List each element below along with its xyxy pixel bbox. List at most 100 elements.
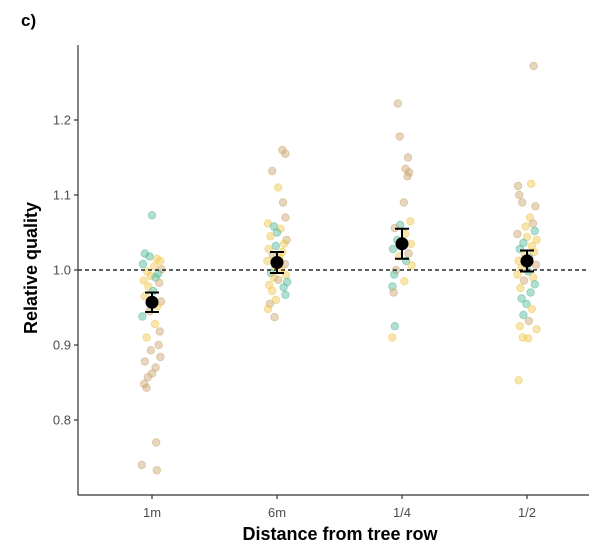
y-tick-label: 0.8 xyxy=(53,413,71,428)
data-point xyxy=(279,283,288,292)
x-tick-label: 6m xyxy=(268,505,286,520)
x-tick-label: 1m xyxy=(143,505,161,520)
data-point xyxy=(406,217,415,226)
data-point xyxy=(527,304,536,314)
data-point xyxy=(527,179,536,188)
data-point xyxy=(266,232,275,241)
data-point xyxy=(154,340,163,350)
data-point xyxy=(531,202,540,211)
data-point xyxy=(281,290,290,299)
data-point xyxy=(389,288,398,297)
data-point xyxy=(524,334,533,343)
data-point xyxy=(522,299,531,308)
data-point xyxy=(393,99,402,108)
y-tick-label: 0.9 xyxy=(53,338,71,353)
data-point xyxy=(152,466,161,475)
data-point xyxy=(516,283,525,293)
data-point xyxy=(388,333,397,342)
data-point xyxy=(263,256,272,266)
data-point xyxy=(274,275,283,284)
data-point xyxy=(147,211,157,220)
data-point xyxy=(517,294,526,303)
data-point xyxy=(518,198,527,207)
data-point xyxy=(151,438,161,447)
data-point xyxy=(390,270,399,279)
data-point xyxy=(138,259,148,269)
data-point xyxy=(150,319,160,329)
data-point xyxy=(270,313,279,322)
y-axis-title: Relative quality xyxy=(21,202,41,334)
data-point xyxy=(142,383,151,392)
data-point xyxy=(268,286,277,296)
mean-errorbar xyxy=(270,251,284,274)
data-point xyxy=(156,256,165,266)
data-point xyxy=(513,181,523,191)
data-point xyxy=(274,183,283,192)
data-point xyxy=(519,310,528,320)
mean-errorbar xyxy=(395,227,409,260)
data-point xyxy=(400,277,409,286)
data-point xyxy=(140,357,149,366)
data-point xyxy=(515,190,524,200)
data-point xyxy=(526,288,535,297)
data-point xyxy=(148,286,158,296)
axes: 0.8 0.9 1.0 1.1 1.2 1m 6m 1/4 1/2 xyxy=(53,45,589,520)
x-tick-label: 1/4 xyxy=(393,505,411,520)
data-point xyxy=(139,276,148,285)
data-point xyxy=(271,241,280,251)
data-point xyxy=(156,352,165,362)
data-point xyxy=(138,312,147,321)
data-point xyxy=(513,229,522,239)
data-point xyxy=(140,292,149,301)
data-point xyxy=(407,261,416,270)
data-point xyxy=(403,153,413,162)
data-point xyxy=(515,322,524,331)
data-point xyxy=(519,238,528,248)
data-point xyxy=(263,304,273,314)
data-point xyxy=(140,249,149,258)
mean-point xyxy=(520,254,534,268)
data-point xyxy=(528,273,538,282)
x-ticks: 1m 6m 1/4 1/2 xyxy=(143,495,536,520)
data-point xyxy=(281,149,290,158)
y-tick-label: 1.2 xyxy=(53,113,71,128)
data-point xyxy=(281,271,291,280)
mean-point xyxy=(395,237,409,251)
mean-errorbar xyxy=(520,249,534,273)
data-point xyxy=(513,270,522,279)
data-point xyxy=(264,244,273,254)
mean-markers xyxy=(145,227,534,313)
data-point xyxy=(154,278,164,287)
data-point xyxy=(155,327,164,336)
data-point xyxy=(532,325,541,334)
mean-point xyxy=(145,295,159,309)
data-point xyxy=(399,198,408,207)
data-point xyxy=(280,239,289,248)
y-ticks: 0.8 0.9 1.0 1.1 1.2 xyxy=(53,113,78,428)
data-points xyxy=(137,61,541,475)
data-point xyxy=(404,249,413,258)
data-point xyxy=(528,219,538,228)
mean-errorbar xyxy=(145,291,159,313)
data-point xyxy=(142,333,151,342)
data-point xyxy=(146,271,155,281)
data-point xyxy=(530,226,539,236)
data-point xyxy=(146,346,155,355)
data-point xyxy=(515,244,524,254)
data-point xyxy=(514,376,523,385)
data-point xyxy=(281,213,290,222)
data-point xyxy=(388,244,398,254)
data-point xyxy=(145,252,154,261)
data-point xyxy=(271,295,280,305)
panel-label: c) xyxy=(21,11,36,30)
data-point xyxy=(521,222,530,231)
y-tick-label: 1.1 xyxy=(53,188,71,203)
data-point xyxy=(265,299,274,308)
data-point xyxy=(268,166,277,176)
x-tick-label: 1/2 xyxy=(518,505,536,520)
y-tick-label: 1.0 xyxy=(53,263,71,278)
data-point xyxy=(278,198,288,207)
data-point xyxy=(519,276,529,285)
x-axis-title: Distance from tree row xyxy=(242,524,438,544)
